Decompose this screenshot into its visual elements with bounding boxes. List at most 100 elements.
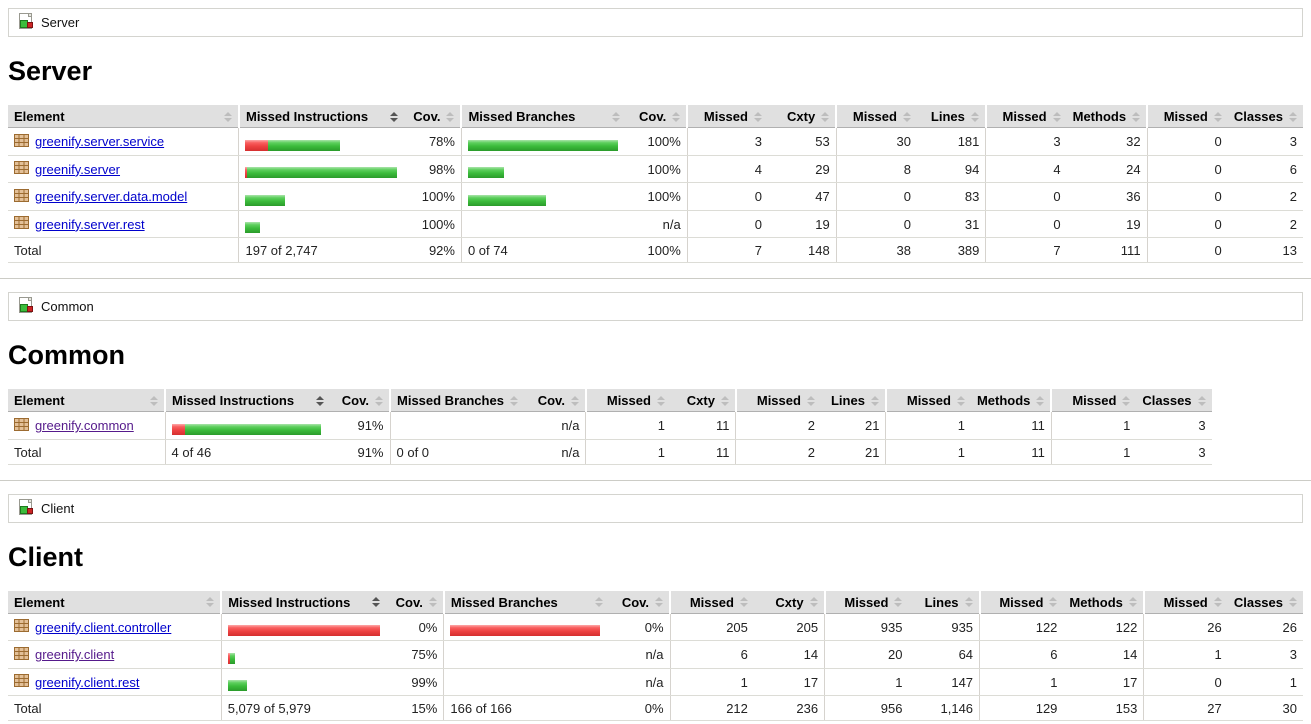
report-icon <box>17 498 34 518</box>
col-header-methods[interactable]: Methods <box>970 389 1052 412</box>
col-header-missed-lines[interactable]: Missed <box>823 590 909 614</box>
package-link[interactable]: greenify.client.rest <box>35 674 140 690</box>
col-header-missed-lines[interactable]: Missed <box>835 105 917 128</box>
col-header-branches-coverage[interactable]: Cov. <box>626 105 688 128</box>
cell-missed-classes: 1 <box>1143 640 1228 669</box>
col-header-cxty[interactable]: Cxty <box>767 105 837 128</box>
package-link[interactable]: greenify.server.service <box>35 134 165 150</box>
col-header-label: Cov. <box>341 393 369 408</box>
total-branches-cell: 0 of 0 <box>389 439 524 465</box>
cell-methods: 11 <box>970 411 1052 440</box>
cell-missed-methods: 122 <box>979 613 1064 641</box>
col-header-missed-lines[interactable]: Missed <box>734 389 821 412</box>
col-header-missed-methods[interactable]: Missed <box>884 389 971 412</box>
col-header-label: Missed <box>1163 594 1208 610</box>
package-row: greenify.client.rest 99% n/a 1 17 1 147 1 17 0 1 <box>8 668 1303 696</box>
total-cell-missed-classes: 0 <box>1146 237 1228 263</box>
instructions-bar-cell <box>220 613 387 641</box>
col-header-branches-coverage[interactable]: Cov. <box>608 590 671 614</box>
col-header-missed-classes[interactable]: Missed <box>1142 590 1228 614</box>
col-header-label: Element <box>14 109 65 124</box>
package-row: greenify.client.controller 0% 0% 205 205 935 9… <box>8 613 1303 641</box>
col-header-label: Missed <box>1072 393 1117 408</box>
col-header-label: Missed <box>1163 109 1208 124</box>
col-header-missed-methods[interactable]: Missed <box>978 590 1064 614</box>
col-header-missed-branches[interactable]: Missed Branches <box>460 105 627 128</box>
col-header-missed-cxty[interactable]: Missed <box>584 389 671 412</box>
package-row: greenify.server.service 78% 100% 3 53 30 181 3 3… <box>8 127 1303 156</box>
covered-bar-segment <box>467 167 504 178</box>
cell-missed-cxty: 1 <box>669 668 754 696</box>
package-link[interactable]: greenify.client.controller <box>35 619 172 635</box>
cell-missed-lines: 1 <box>824 668 909 696</box>
covered-bar-segment <box>227 680 247 691</box>
col-header-lines[interactable]: Lines <box>820 389 886 412</box>
col-header-label: Cov. <box>395 594 423 610</box>
sort-icon <box>821 111 830 122</box>
col-header-classes[interactable]: Classes <box>1227 105 1303 128</box>
missed-bar-segment <box>227 652 230 664</box>
col-header-label: Missed <box>689 594 734 610</box>
total-instructions-coverage-cell: 92% <box>403 237 462 263</box>
package-link[interactable]: greenify.common <box>35 418 134 434</box>
col-header-missed-instructions[interactable]: Missed Instructions <box>220 590 387 614</box>
total-cell-cxty: 11 <box>670 439 736 465</box>
missed-bar-segment <box>245 167 248 178</box>
col-header-label: Cov. <box>413 109 441 124</box>
col-header-methods[interactable]: Methods <box>1063 590 1144 614</box>
col-header-missed-cxty[interactable]: Missed <box>686 105 768 128</box>
sort-icon <box>964 597 973 607</box>
col-header-cxty[interactable]: Cxty <box>753 590 825 614</box>
cell-classes: 3 <box>1227 127 1303 156</box>
col-header-missed-classes[interactable]: Missed <box>1146 105 1228 128</box>
package-link[interactable]: greenify.server.data.model <box>35 189 188 205</box>
total-cell-lines: 1,146 <box>908 695 980 721</box>
col-header-branches-coverage[interactable]: Cov. <box>523 389 586 412</box>
package: greenify.client <box>14 646 115 663</box>
sort-icon <box>570 395 579 406</box>
cell-classes: 3 <box>1136 411 1212 440</box>
col-header-lines[interactable]: Lines <box>908 590 980 614</box>
cell-missed-methods: 6 <box>979 640 1064 669</box>
col-header-element[interactable]: Element <box>8 590 222 614</box>
col-header-label: Missed Instructions <box>228 594 351 610</box>
col-header-element[interactable]: Element <box>8 105 239 128</box>
col-header-lines[interactable]: Lines <box>916 105 986 128</box>
sort-icon <box>1132 111 1141 122</box>
col-header-instructions-coverage[interactable]: Cov. <box>386 590 444 614</box>
package-link[interactable]: greenify.client <box>35 647 115 663</box>
col-header-missed-cxty[interactable]: Missed <box>669 590 754 614</box>
col-header-missed-instructions[interactable]: Missed Instructions <box>164 389 330 412</box>
col-header-label: Missed Instructions <box>245 109 369 124</box>
col-header-label: Methods <box>976 393 1031 408</box>
cell-branches-coverage: 100% <box>626 182 688 211</box>
col-header-methods[interactable]: Methods <box>1066 105 1148 128</box>
col-header-instructions-coverage[interactable]: Cov. <box>330 389 390 412</box>
coverage-table: Element Missed Instructions Cov. Missed Bra… <box>8 590 1303 721</box>
sort-icon <box>206 597 215 607</box>
total-cell-missed-lines: 2 <box>735 439 821 465</box>
sort-icon <box>956 395 965 406</box>
sort-icon <box>656 395 665 406</box>
total-branches-coverage-cell: n/a <box>523 439 586 465</box>
col-header-instructions-coverage[interactable]: Cov. <box>403 105 462 128</box>
col-header-cxty[interactable]: Cxty <box>670 389 736 412</box>
package-icon <box>14 161 29 177</box>
package-row: greenify.client 75% n/a 6 14 20 64 6 14 1 3 <box>8 640 1303 669</box>
col-header-missed-methods[interactable]: Missed <box>984 105 1067 128</box>
sort-icon <box>894 597 903 607</box>
total-instructions-cell: 5,079 of 5,979 <box>220 695 387 721</box>
package-link[interactable]: greenify.server <box>35 161 121 177</box>
package-link[interactable]: greenify.server.rest <box>35 216 145 232</box>
col-header-classes[interactable]: Classes <box>1136 389 1212 412</box>
col-header-element[interactable]: Element <box>8 389 165 412</box>
cell-missed-lines: 935 <box>824 613 909 641</box>
cell-missed-cxty: 205 <box>669 613 754 641</box>
col-header-missed-instructions[interactable]: Missed Instructions <box>237 105 404 128</box>
col-header-missed-classes[interactable]: Missed <box>1050 389 1137 412</box>
col-header-missed-branches[interactable]: Missed Branches <box>389 389 524 412</box>
col-header-missed-branches[interactable]: Missed Branches <box>442 590 609 614</box>
cell-cxty: 19 <box>767 210 837 238</box>
sort-icon <box>594 597 603 607</box>
col-header-classes[interactable]: Classes <box>1227 590 1303 614</box>
